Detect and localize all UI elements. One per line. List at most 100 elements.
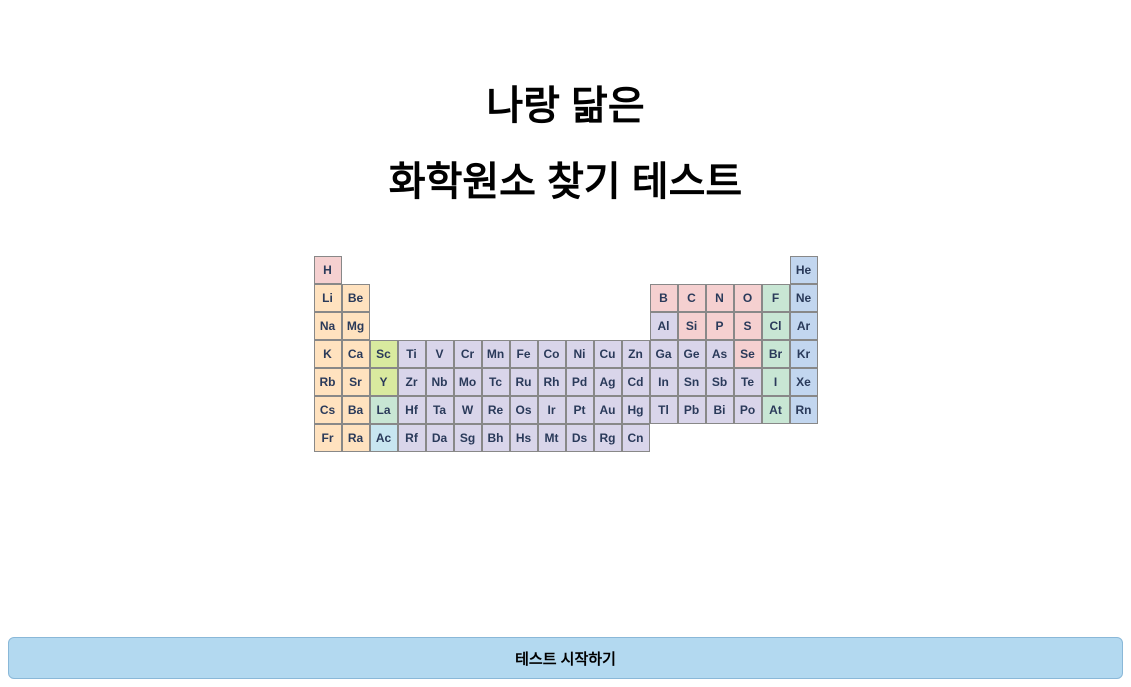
- element-f: F: [762, 284, 790, 312]
- element-cl: Cl: [762, 312, 790, 340]
- empty-cell: [762, 424, 790, 452]
- empty-cell: [482, 312, 510, 340]
- element-li: Li: [314, 284, 342, 312]
- element-n: N: [706, 284, 734, 312]
- element-ti: Ti: [398, 340, 426, 368]
- periodic-table: HHeLiBeBCNOFNeNaMgAlSiPSClArKCaScTiVCrMn…: [314, 256, 818, 452]
- empty-cell: [566, 256, 594, 284]
- empty-cell: [482, 284, 510, 312]
- element-kr: Kr: [790, 340, 818, 368]
- element-pt: Pt: [566, 396, 594, 424]
- title-line-2: 화학원소 찾기 테스트: [389, 156, 742, 208]
- element-ne: Ne: [790, 284, 818, 312]
- empty-cell: [538, 284, 566, 312]
- element-mo: Mo: [454, 368, 482, 396]
- element-ac: Ac: [370, 424, 398, 452]
- empty-cell: [566, 312, 594, 340]
- empty-cell: [538, 312, 566, 340]
- empty-cell: [426, 284, 454, 312]
- empty-cell: [398, 312, 426, 340]
- element-hs: Hs: [510, 424, 538, 452]
- title-line-1: 나랑 닮은: [486, 80, 644, 132]
- empty-cell: [454, 284, 482, 312]
- empty-cell: [650, 256, 678, 284]
- element-xe: Xe: [790, 368, 818, 396]
- element-s: S: [734, 312, 762, 340]
- element-sc: Sc: [370, 340, 398, 368]
- element-ru: Ru: [510, 368, 538, 396]
- element-sr: Sr: [342, 368, 370, 396]
- element-sg: Sg: [454, 424, 482, 452]
- element-ga: Ga: [650, 340, 678, 368]
- element-hg: Hg: [622, 396, 650, 424]
- empty-cell: [678, 424, 706, 452]
- start-test-button[interactable]: 테스트 시작하기: [8, 637, 1123, 679]
- element-ar: Ar: [790, 312, 818, 340]
- empty-cell: [594, 256, 622, 284]
- empty-cell: [678, 256, 706, 284]
- empty-cell: [622, 312, 650, 340]
- empty-cell: [706, 424, 734, 452]
- element-au: Au: [594, 396, 622, 424]
- element-c: C: [678, 284, 706, 312]
- element-he: He: [790, 256, 818, 284]
- element-tc: Tc: [482, 368, 510, 396]
- empty-cell: [650, 424, 678, 452]
- element-mt: Mt: [538, 424, 566, 452]
- element-tl: Tl: [650, 396, 678, 424]
- empty-cell: [734, 424, 762, 452]
- element-na: Na: [314, 312, 342, 340]
- element-fr: Fr: [314, 424, 342, 452]
- element-al: Al: [650, 312, 678, 340]
- element-ge: Ge: [678, 340, 706, 368]
- element-rg: Rg: [594, 424, 622, 452]
- element-cr: Cr: [454, 340, 482, 368]
- element-o: O: [734, 284, 762, 312]
- element-br: Br: [762, 340, 790, 368]
- empty-cell: [454, 312, 482, 340]
- empty-cell: [594, 284, 622, 312]
- element-cs: Cs: [314, 396, 342, 424]
- element-po: Po: [734, 396, 762, 424]
- element-at: At: [762, 396, 790, 424]
- empty-cell: [510, 284, 538, 312]
- element-ag: Ag: [594, 368, 622, 396]
- empty-cell: [538, 256, 566, 284]
- empty-cell: [734, 256, 762, 284]
- element-mg: Mg: [342, 312, 370, 340]
- element-co: Co: [538, 340, 566, 368]
- empty-cell: [706, 256, 734, 284]
- element-mn: Mn: [482, 340, 510, 368]
- element-nb: Nb: [426, 368, 454, 396]
- empty-cell: [594, 312, 622, 340]
- element-be: Be: [342, 284, 370, 312]
- element-ta: Ta: [426, 396, 454, 424]
- element-os: Os: [510, 396, 538, 424]
- element-w: W: [454, 396, 482, 424]
- empty-cell: [454, 256, 482, 284]
- element-ba: Ba: [342, 396, 370, 424]
- empty-cell: [398, 256, 426, 284]
- empty-cell: [790, 424, 818, 452]
- element-pb: Pb: [678, 396, 706, 424]
- empty-cell: [426, 256, 454, 284]
- element-re: Re: [482, 396, 510, 424]
- element-v: V: [426, 340, 454, 368]
- empty-cell: [622, 284, 650, 312]
- element-i: I: [762, 368, 790, 396]
- element-p: P: [706, 312, 734, 340]
- element-fe: Fe: [510, 340, 538, 368]
- element-ni: Ni: [566, 340, 594, 368]
- element-ds: Ds: [566, 424, 594, 452]
- element-ir: Ir: [538, 396, 566, 424]
- empty-cell: [510, 256, 538, 284]
- element-y: Y: [370, 368, 398, 396]
- element-sn: Sn: [678, 368, 706, 396]
- element-pd: Pd: [566, 368, 594, 396]
- element-zn: Zn: [622, 340, 650, 368]
- empty-cell: [342, 256, 370, 284]
- element-sb: Sb: [706, 368, 734, 396]
- element-rb: Rb: [314, 368, 342, 396]
- element-rf: Rf: [398, 424, 426, 452]
- empty-cell: [482, 256, 510, 284]
